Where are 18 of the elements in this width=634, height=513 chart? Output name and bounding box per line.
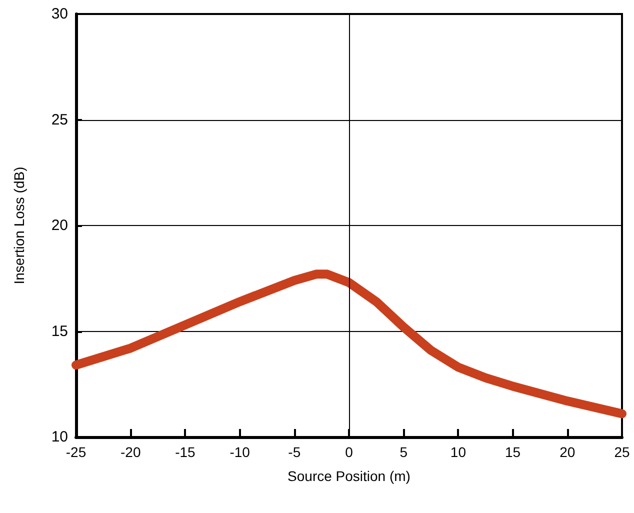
y-tick-label: 10 [51,428,68,446]
x-tick-label: -25 [66,444,86,460]
x-tick-label: -5 [288,444,301,460]
y-tick-label: 25 [51,111,68,128]
y-axis-title: Insertion Loss (dB) [11,166,27,284]
x-tick-label: -20 [120,444,141,460]
x-tick-label: 25 [614,444,630,460]
x-tick-label: -15 [175,444,196,460]
x-tick-label: 15 [505,444,521,460]
x-tick-label: 10 [450,444,466,460]
x-tick-label: 0 [345,444,354,460]
x-tick-label: 5 [400,444,408,460]
x-tick-label: 20 [560,444,576,460]
x-axis-title: Source Position (m) [288,468,410,484]
y-tick-label: 20 [51,217,68,234]
y-tick-label: 15 [51,322,68,340]
x-tick-label: -10 [230,444,250,460]
y-tick-label: 30 [51,6,68,22]
